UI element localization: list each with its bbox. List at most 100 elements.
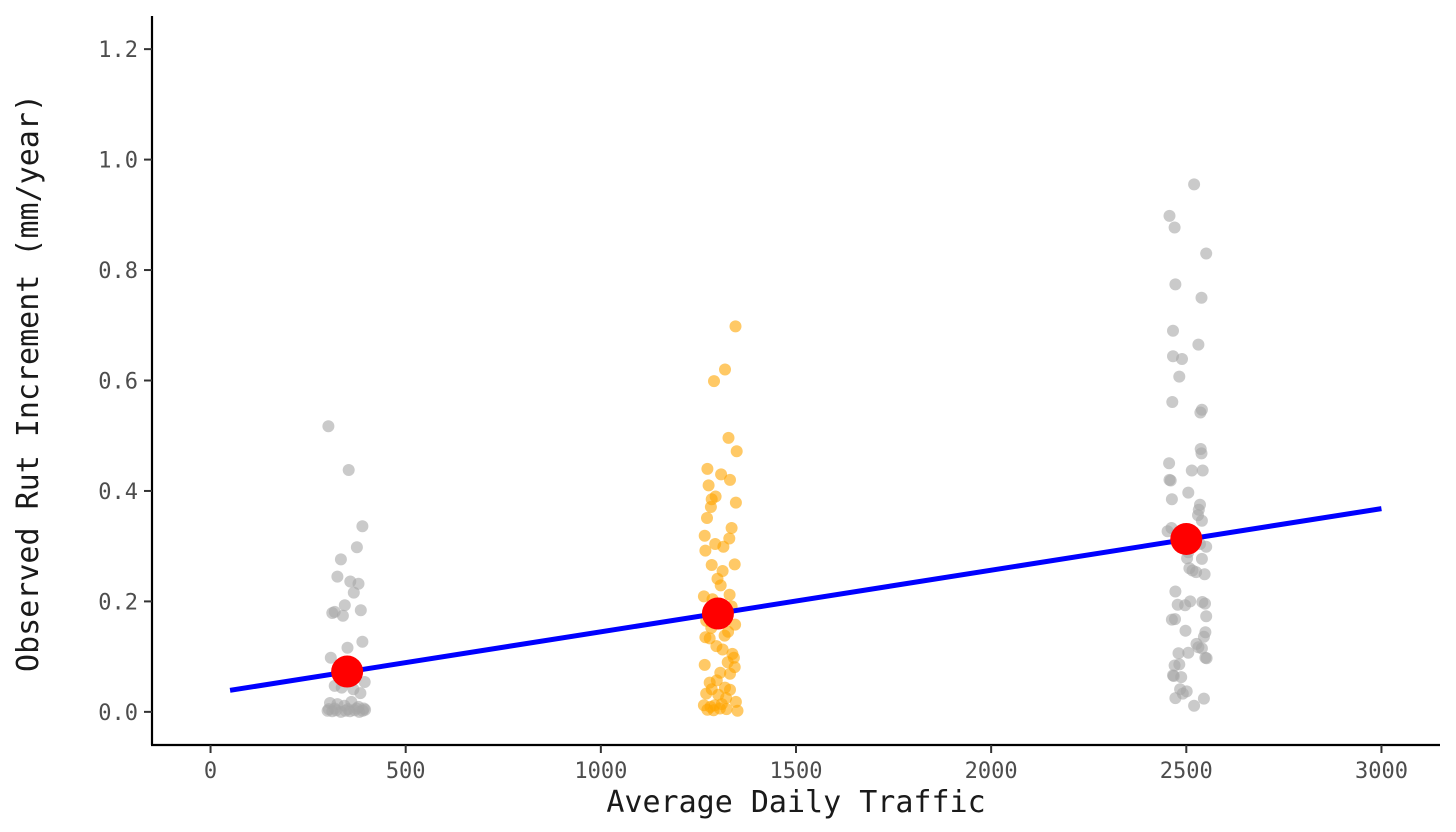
scatter-point: [1175, 671, 1188, 684]
scatter-point: [322, 420, 335, 433]
scatter-point: [1195, 514, 1208, 527]
y-tick-label: 0.0: [98, 701, 138, 726]
scatter-point: [1199, 597, 1211, 610]
scatter-point: [1168, 221, 1181, 234]
scatter-point: [1181, 552, 1194, 565]
y-tick-label: 0.8: [98, 259, 138, 284]
y-tick-label: 1.0: [98, 149, 138, 174]
scatter-point: [699, 544, 712, 557]
scatter-point: [1179, 624, 1192, 637]
scatter-point: [324, 651, 337, 664]
scatter-point: [1168, 659, 1181, 672]
scatter-point: [342, 464, 355, 476]
scatter-point: [1188, 699, 1201, 712]
scatter-point: [731, 704, 744, 717]
scatter-point: [716, 643, 729, 656]
scatter-point: [1188, 178, 1201, 191]
scatter-point: [1182, 646, 1195, 659]
scatter-point: [702, 479, 715, 492]
scatter-point: [354, 604, 367, 617]
scatter-point: [1163, 209, 1176, 222]
x-tick-label: 2000: [965, 759, 1018, 784]
scatter-point: [1198, 568, 1211, 581]
scatter-point: [1166, 396, 1179, 408]
scatter-point: [338, 599, 351, 612]
scatter-point: [1169, 692, 1182, 705]
scatter-point: [1197, 630, 1210, 643]
scatter-point: [1161, 525, 1174, 538]
scatter-point: [724, 473, 736, 486]
scatter-point: [326, 607, 339, 619]
scatter-point: [1195, 291, 1208, 304]
scatter-point: [334, 553, 347, 566]
scatter-point: [701, 512, 713, 524]
scatter-point: [1200, 652, 1213, 665]
scatter-point: [718, 629, 731, 642]
mean-point: [701, 597, 734, 630]
scatter-point: [729, 320, 742, 333]
scatter-point: [1163, 457, 1176, 470]
scatter-point: [1165, 613, 1178, 626]
scatter-point: [715, 468, 728, 481]
scatter-point: [729, 496, 742, 509]
scatter-point: [700, 687, 713, 700]
scatter-point: [358, 676, 371, 688]
scatter-point: [356, 635, 369, 648]
scatter-point: [720, 703, 733, 716]
scatter-point: [1167, 350, 1179, 363]
scatter-point: [725, 522, 738, 534]
scatter-point: [698, 529, 711, 542]
y-tick-label: 1.2: [98, 38, 138, 63]
scatter-point: [1182, 486, 1195, 499]
scatter-point: [1195, 552, 1208, 565]
scatter-point: [1200, 247, 1213, 260]
scatter-point: [728, 558, 741, 571]
scatter-point: [1196, 464, 1209, 477]
scatter-point: [1195, 642, 1208, 655]
scatter-point: [704, 501, 717, 513]
scatter-point: [341, 641, 354, 654]
scatter-point: [1197, 692, 1210, 705]
scatter-point: [730, 445, 743, 458]
x-tick-label: 500: [386, 759, 426, 784]
scatter-point: [336, 609, 349, 622]
scatter-point: [1200, 540, 1213, 553]
group-means: [331, 523, 1203, 688]
scatter-point: [1173, 370, 1186, 383]
scatter-point: [1200, 610, 1213, 623]
scatter-point: [719, 363, 731, 376]
scatter-point: [1164, 474, 1177, 487]
scatter-points: [321, 178, 1213, 718]
scatter-point: [1172, 647, 1185, 660]
scatter-point: [350, 541, 363, 554]
scatter-point: [724, 667, 736, 680]
scatter-point: [717, 540, 730, 553]
x-tick-label: 3000: [1355, 759, 1408, 784]
x-axis-title: Average Daily Traffic: [606, 785, 985, 820]
scatter-point: [1179, 599, 1192, 612]
x-tick-label: 2500: [1160, 759, 1213, 784]
scatter-point: [1169, 585, 1182, 598]
scatter-point: [705, 559, 718, 571]
scatter-point: [723, 588, 736, 601]
mean-point: [1170, 523, 1203, 556]
scatter-point: [722, 431, 735, 444]
scatter-point: [708, 375, 720, 388]
x-tick-label: 0: [204, 759, 217, 784]
y-tick-label: 0.2: [98, 590, 138, 615]
scatter-point: [701, 462, 714, 475]
scatter-point: [331, 570, 344, 583]
scatter-point: [1165, 493, 1178, 506]
scatter-point: [1192, 338, 1205, 351]
scatter-point: [1169, 278, 1182, 291]
scatter-point: [356, 520, 369, 533]
scatter-point: [341, 703, 354, 716]
scatter-point: [347, 586, 360, 599]
scatter-point: [714, 579, 727, 592]
scatter-point: [350, 702, 363, 715]
scatter-point: [1194, 406, 1207, 419]
y-tick-label: 0.4: [98, 480, 138, 505]
x-tick-label: 1000: [574, 759, 627, 784]
scatter-point: [328, 702, 341, 715]
